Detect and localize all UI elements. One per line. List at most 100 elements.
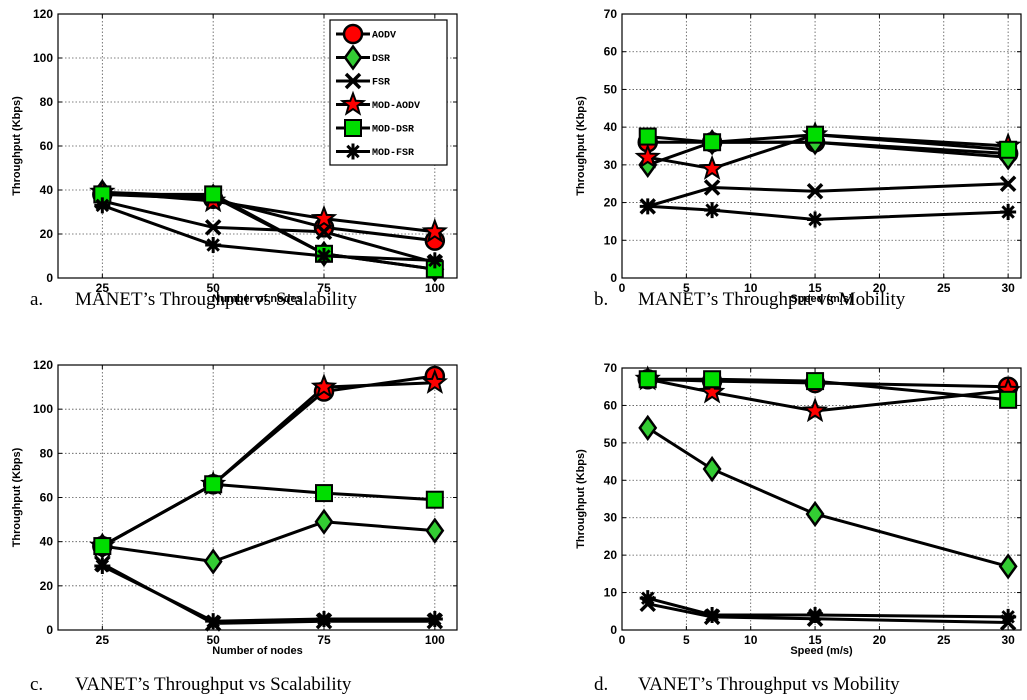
ytick-label-4: 40 (604, 120, 618, 134)
point-mod-aodv-2 (310, 373, 338, 399)
axes-frame (621, 13, 1022, 279)
legend-label-fsr: FSR (372, 78, 390, 89)
ytick-label-0: 0 (46, 623, 53, 637)
caption-text: MANET’s Throughput vs Mobility (638, 289, 906, 310)
point-dsr-0 (638, 414, 658, 442)
point-mod-dsr-1 (703, 133, 722, 152)
x-axis-label: Speed (m/s) (790, 293, 853, 305)
chart-c: 0 20 40 60 80 100 120 25 50 75 100 Number of nodes T… (11, 358, 458, 695)
legend-label-dsr: DSR (372, 54, 390, 65)
xtick-label-6: 30 (1001, 633, 1015, 647)
ytick-label-6: 60 (604, 398, 618, 412)
axes-frame (621, 367, 1022, 631)
point-mod-fsr-0 (94, 197, 111, 214)
point-mod-dsr-2 (806, 125, 825, 144)
xtick-label-0: 25 (96, 633, 110, 647)
point-mod-fsr-2 (807, 211, 824, 228)
point-mod-fsr-1 (704, 202, 721, 219)
xtick-label-3: 15 (808, 281, 822, 295)
caption-letter: d. (594, 674, 608, 695)
point-mod-fsr-1 (205, 237, 222, 253)
ytick-label-4: 80 (40, 95, 54, 109)
point-mod-fsr-2 (316, 610, 332, 627)
xtick-label-1: 5 (683, 633, 690, 647)
ytick-label-1: 20 (40, 227, 54, 241)
series-line-fsr (647, 602, 1009, 624)
ytick-label-7: 70 (604, 7, 618, 21)
series-line-mod-fsr (101, 564, 435, 623)
point-mod-fsr-3 (426, 610, 443, 627)
xtick-label-3: 100 (425, 281, 445, 295)
xtick-label-0: 0 (619, 281, 626, 295)
xtick-label-0: 0 (619, 633, 626, 647)
chart-d: 0 10 20 30 40 50 60 70 0 5 10 15 20 25 30 Speed (m/s) Th… (575, 361, 1022, 695)
legend-marker-fsr (344, 72, 362, 90)
xtick-label-1: 5 (683, 281, 690, 295)
point-mod-dsr-2 (806, 372, 825, 391)
xtick-label-1: 50 (206, 633, 220, 647)
series-line-mod-aodv (647, 377, 1009, 413)
point-mod-dsr-1 (204, 185, 223, 204)
xtick-label-2: 10 (744, 281, 758, 295)
point-mod-dsr-0 (638, 370, 657, 389)
caption-letter: a. (30, 289, 43, 310)
point-mod-fsr-0 (639, 590, 656, 607)
xtick-label-3: 15 (808, 633, 822, 647)
point-mod-fsr-3 (426, 252, 443, 269)
ytick-label-5: 100 (33, 51, 53, 65)
point-mod-aodv-0 (634, 143, 661, 169)
point-mod-fsr-0 (639, 198, 656, 215)
x-axis-label: Number of nodes (212, 293, 302, 305)
series-line-dsr (647, 140, 1009, 167)
xtick-label-4: 20 (873, 633, 887, 647)
legend-label-mod-fsr: MOD-FSR (372, 148, 414, 159)
point-mod-dsr-1 (204, 475, 223, 494)
x-axis-label: Speed (m/s) (790, 645, 853, 657)
xtick-label-2: 75 (317, 633, 331, 647)
ytick-label-3: 30 (604, 158, 618, 172)
caption-letter: c. (30, 674, 43, 695)
ytick-label-2: 20 (604, 196, 618, 210)
point-mod-aodv-2 (801, 397, 829, 423)
ytick-label-0: 0 (610, 271, 617, 285)
point-mod-aodv-3 (421, 368, 449, 394)
y-axis-label: Throughput (Kbps) (11, 447, 23, 547)
legend-label-mod-dsr: MOD-DSR (372, 125, 414, 136)
point-mod-fsr-3 (1000, 608, 1017, 625)
point-mod-dsr-0 (93, 537, 112, 556)
ytick-label-6: 60 (604, 45, 618, 59)
point-dsr-3 (998, 553, 1018, 580)
xtick-label-2: 75 (317, 281, 331, 295)
ytick-label-7: 70 (604, 361, 618, 375)
point-mod-fsr-3 (1000, 204, 1017, 220)
series-line-fsr (647, 182, 1009, 208)
caption-text: VANET’s Throughput vs Mobility (638, 674, 900, 695)
xtick-label-4: 20 (873, 281, 887, 295)
legend: AODV DSR FSR MOD-AODV MOD-DSR MOD-FSR (329, 19, 448, 166)
ytick-label-4: 40 (604, 473, 618, 487)
point-mod-aodv-3 (421, 217, 449, 244)
point-fsr-3 (999, 175, 1017, 192)
series-line-mod-fsr (647, 596, 1009, 619)
xtick-label-5: 25 (937, 281, 951, 295)
y-axis-label: Throughput (Kbps) (575, 96, 587, 196)
point-mod-aodv-2 (310, 204, 338, 230)
xtick-label-0: 25 (96, 281, 110, 295)
ytick-label-1: 10 (604, 586, 618, 600)
series-line-fsr (101, 199, 436, 265)
point-dsr-3 (425, 517, 445, 544)
ytick-label-3: 30 (604, 511, 618, 525)
point-mod-aodv-1 (698, 378, 726, 404)
ytick-label-1: 10 (604, 233, 618, 247)
ytick-label-3: 60 (40, 139, 54, 153)
point-dsr-1 (203, 548, 223, 575)
caption-text: VANET’s Throughput vs Scalability (75, 674, 352, 695)
point-mod-fsr-2 (807, 607, 824, 624)
xtick-label-3: 100 (425, 633, 445, 647)
series-line-dsr (646, 426, 1009, 568)
ytick-label-0: 0 (610, 623, 617, 637)
point-dsr-2 (314, 508, 334, 535)
ytick-label-2: 40 (40, 535, 54, 549)
point-mod-fsr-1 (205, 613, 222, 630)
series-line-dsr (102, 520, 435, 564)
